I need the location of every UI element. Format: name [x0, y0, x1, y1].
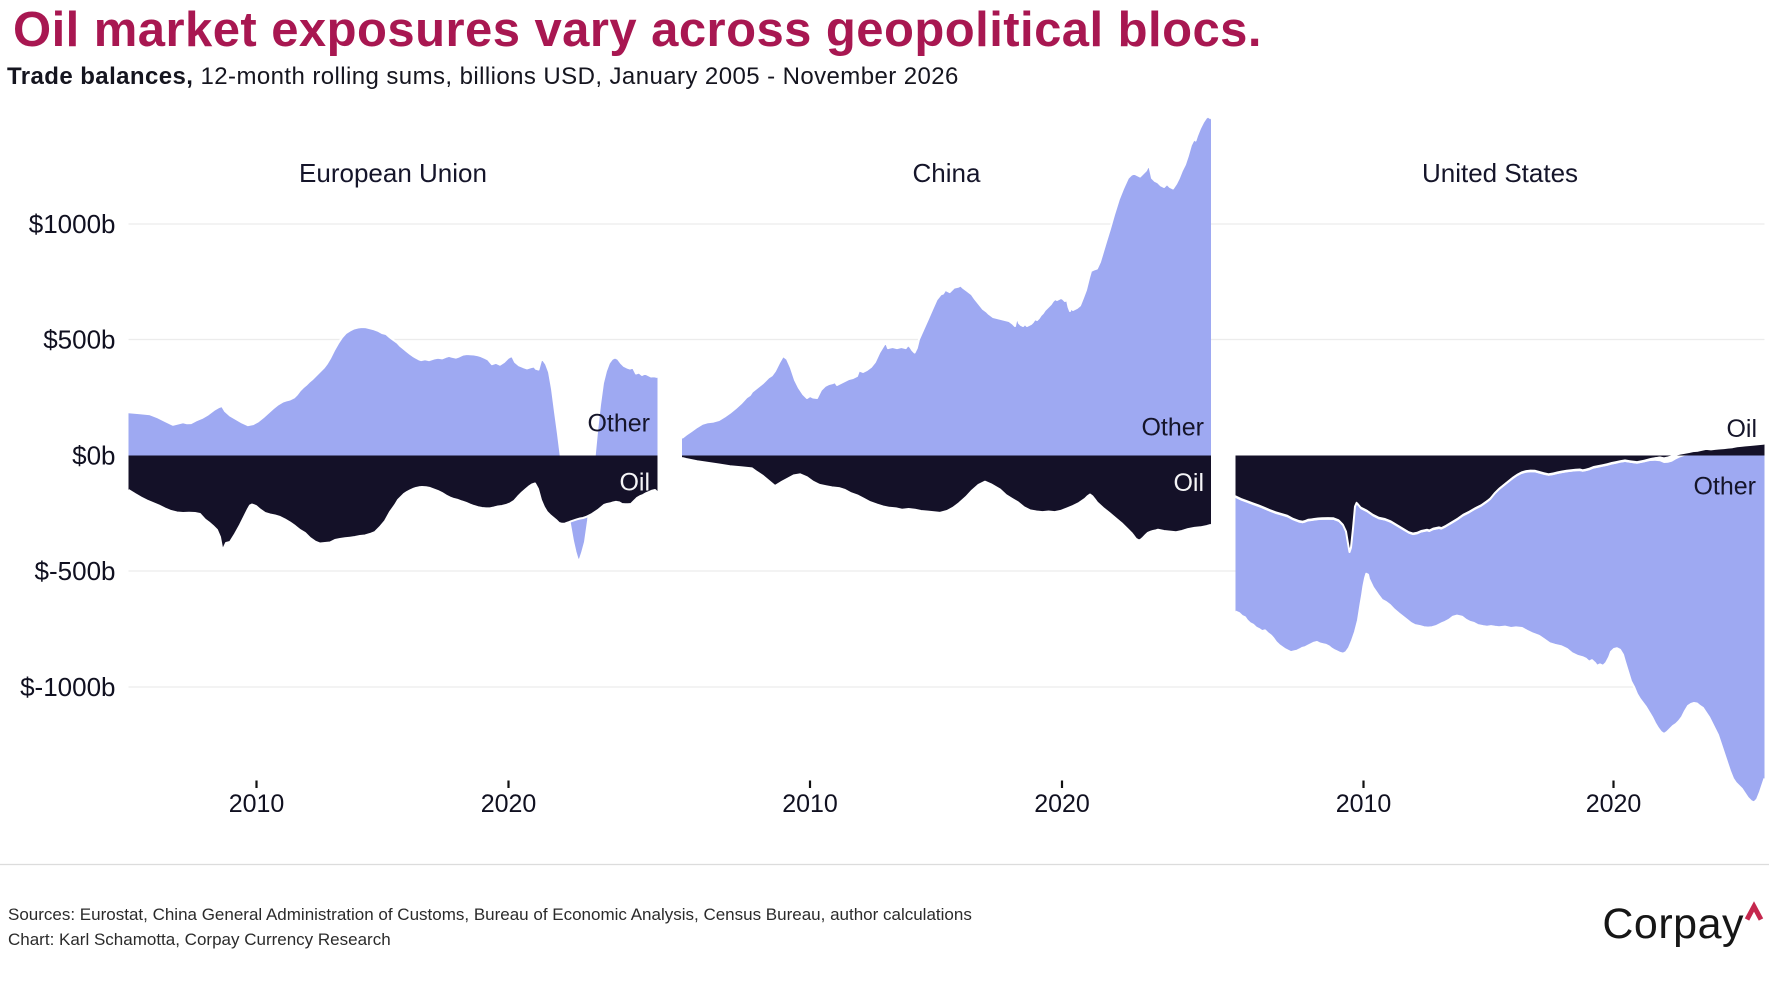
svg-text:2020: 2020 [1034, 790, 1090, 818]
svg-text:Other: Other [1693, 473, 1756, 501]
svg-text:Other: Other [1141, 414, 1204, 442]
svg-text:Sources: Eurostat, China Gener: Sources: Eurostat, China General Adminis… [8, 905, 972, 924]
svg-text:Chart: Karl Schamotta, Corpay: Chart: Karl Schamotta, Corpay Currency R… [8, 930, 391, 949]
svg-text:Oil: Oil [1173, 469, 1204, 497]
svg-text:Corpay: Corpay [1602, 900, 1744, 948]
svg-text:$-1000b: $-1000b [20, 672, 115, 702]
svg-text:$500b: $500b [43, 325, 115, 355]
svg-text:2010: 2010 [229, 790, 285, 818]
svg-text:Oil market exposures vary acro: Oil market exposures vary across geopoli… [13, 3, 1262, 57]
svg-text:2010: 2010 [782, 790, 838, 818]
svg-text:2010: 2010 [1336, 790, 1392, 818]
svg-text:2020: 2020 [481, 790, 537, 818]
svg-text:Trade balances, 12-month rolli: Trade balances, 12-month rolling sums, b… [7, 63, 959, 90]
svg-text:$1000b: $1000b [29, 209, 116, 239]
svg-text:Oil: Oil [619, 469, 650, 497]
svg-text:United States: United States [1422, 158, 1578, 188]
svg-text:China: China [913, 158, 981, 188]
svg-text:European Union: European Union [299, 158, 487, 188]
svg-text:Oil: Oil [1726, 415, 1757, 443]
svg-text:$-500b: $-500b [35, 556, 116, 586]
svg-text:Other: Other [587, 410, 650, 438]
svg-text:$0b: $0b [72, 441, 115, 471]
svg-text:2020: 2020 [1586, 790, 1642, 818]
